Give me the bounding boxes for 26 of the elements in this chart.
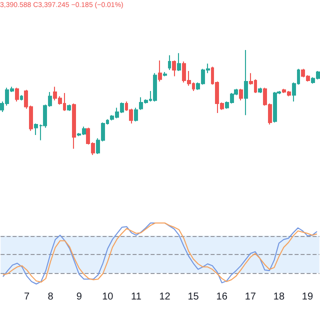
candlestick [15, 87, 19, 102]
candlestick [158, 60, 162, 82]
candlestick [163, 72, 167, 77]
candlestick [239, 88, 243, 101]
candlestick [134, 107, 138, 122]
x-tick-label: 9 [76, 292, 82, 302]
x-tick-label: 17 [244, 292, 256, 302]
candlestick [258, 87, 262, 94]
candlestick [72, 103, 76, 150]
candlestick [67, 104, 71, 112]
x-tick-label: 11 [131, 292, 142, 302]
x-tick-label: 8 [48, 292, 54, 302]
x-tick-label: 7 [24, 292, 30, 302]
candlestick [244, 50, 248, 116]
x-tick-label: 18 [273, 292, 285, 302]
candlestick [177, 52, 181, 72]
candlestick [168, 54, 171, 70]
candlestick [172, 60, 176, 77]
x-tick-label: 10 [102, 292, 114, 302]
x-tick-label: 12 [159, 292, 171, 302]
candlestick [20, 94, 23, 101]
candlestick [273, 92, 277, 123]
candlestick [153, 72, 157, 102]
x-tick-label: 19 [302, 292, 314, 302]
x-tick-label: 16 [216, 292, 228, 302]
x-tick-label: 15 [188, 292, 200, 302]
